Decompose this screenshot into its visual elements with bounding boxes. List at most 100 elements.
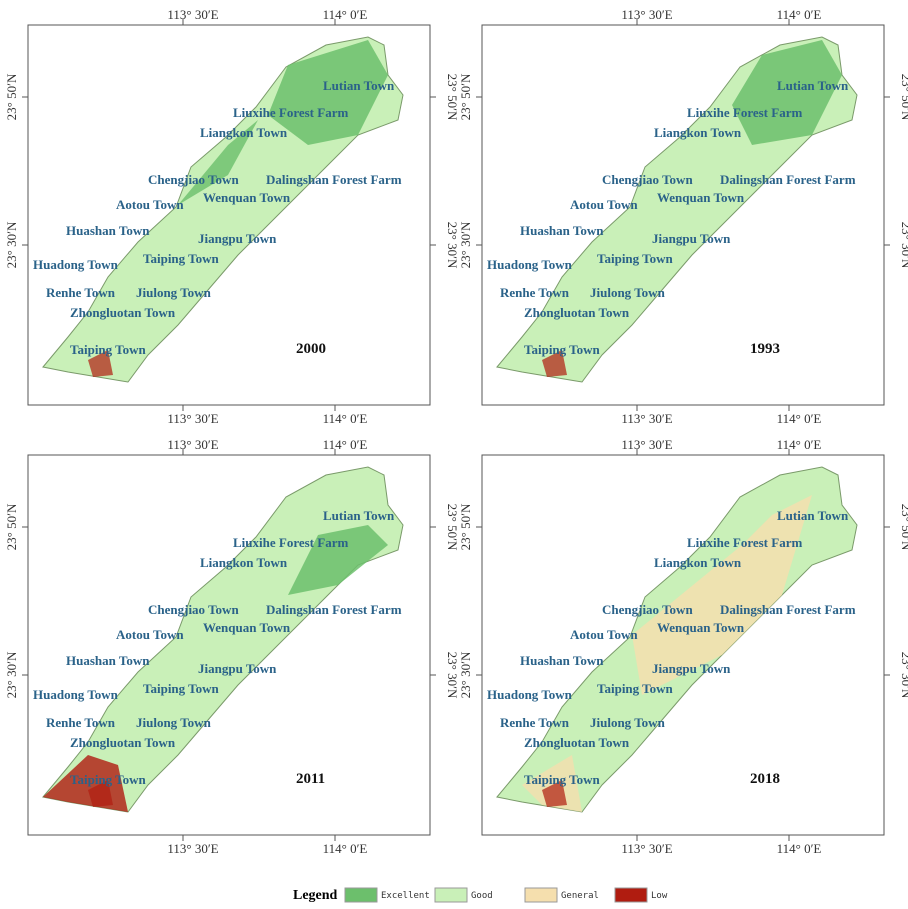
town-label: Liangkon Town <box>654 125 742 140</box>
lat-label: 23° 30′N <box>899 652 908 699</box>
region-patch <box>268 40 388 145</box>
town-label: Wenquan Town <box>657 190 745 205</box>
town-label: Zhongluotan Town <box>524 735 630 750</box>
lon-label: 113° 30′E <box>167 841 218 856</box>
panel-year: 2018 <box>750 771 780 787</box>
region-patch <box>732 40 842 145</box>
town-label: Taiping Town <box>70 342 147 357</box>
legend-label: General <box>561 891 599 901</box>
town-label: Taiping Town <box>597 681 674 696</box>
lat-label: 23° 50′N <box>458 503 473 550</box>
town-label: Taiping Town <box>524 342 601 357</box>
town-label: Jiangpu Town <box>198 661 277 676</box>
town-label: Renhe Town <box>500 285 570 300</box>
map-panel: 113° 30′E 113° 30′E 114° 0′E 114° 0′E 23° 50… <box>458 7 908 426</box>
town-label: Renhe Town <box>46 715 116 730</box>
legend-swatch <box>614 887 648 903</box>
town-label: Jiangpu Town <box>198 231 277 246</box>
lat-label: 23° 50′N <box>4 73 19 120</box>
lon-label: 114° 0′E <box>777 411 822 426</box>
lon-label: 113° 30′E <box>167 437 218 452</box>
town-label: Dalingshan Forest Farm <box>266 602 402 617</box>
town-label: Zhongluotan Town <box>524 305 630 320</box>
town-label: Liuxihe Forest Farm <box>687 105 802 120</box>
town-label: Lutian Town <box>323 508 395 523</box>
town-label: Liangkon Town <box>200 555 288 570</box>
town-label: Zhongluotan Town <box>70 305 176 320</box>
lon-label: 113° 30′E <box>167 7 218 22</box>
town-label: Huadong Town <box>33 687 119 702</box>
panel-year: 2011 <box>296 771 325 787</box>
region-patch <box>522 755 582 812</box>
town-label: Dalingshan Forest Farm <box>720 602 856 617</box>
town-label: Chengjiao Town <box>602 172 693 187</box>
lon-label: 113° 30′E <box>621 7 672 22</box>
town-label: Lutian Town <box>323 78 395 93</box>
lat-label: 23° 30′N <box>445 222 460 269</box>
town-label: Jiangpu Town <box>652 231 731 246</box>
region-patch <box>288 525 388 595</box>
town-label: Huashan Town <box>520 223 604 238</box>
lon-label: 113° 30′E <box>621 841 672 856</box>
legend-swatch <box>524 887 558 903</box>
legend-label: Good <box>471 891 493 901</box>
legend-title: Legend <box>293 888 338 903</box>
town-label: Aotou Town <box>570 627 638 642</box>
town-label: Huadong Town <box>487 257 573 272</box>
map-panel: 113° 30′E 113° 30′E 114° 0′E 114° 0′E 23° 50… <box>4 437 460 856</box>
town-label: Chengjiao Town <box>148 602 239 617</box>
lat-label: 23° 50′N <box>899 504 908 551</box>
lat-label: 23° 50′N <box>445 74 460 121</box>
lat-label: 23° 30′N <box>445 652 460 699</box>
town-label: Aotou Town <box>116 627 184 642</box>
lat-label: 23° 30′N <box>4 221 19 268</box>
town-label: Aotou Town <box>570 197 638 212</box>
town-label: Jiulong Town <box>590 715 666 730</box>
lat-label: 23° 50′N <box>458 73 473 120</box>
lat-label: 23° 50′N <box>445 504 460 551</box>
map-panel: 113° 30′E 113° 30′E 114° 0′E 114° 0′E 23° 50… <box>458 437 908 856</box>
town-label: Wenquan Town <box>203 190 291 205</box>
lon-label: 114° 0′E <box>323 841 368 856</box>
town-label: Huashan Town <box>66 223 150 238</box>
region-patch <box>88 780 113 807</box>
lon-label: 113° 30′E <box>621 437 672 452</box>
region-patch <box>178 120 258 205</box>
town-label: Jiulong Town <box>136 715 212 730</box>
lon-label: 114° 0′E <box>777 437 822 452</box>
lat-label: 23° 30′N <box>4 651 19 698</box>
town-label: Jiulong Town <box>136 285 212 300</box>
lat-label: 23° 50′N <box>899 74 908 121</box>
lon-label: 114° 0′E <box>777 841 822 856</box>
town-label: Wenquan Town <box>657 620 745 635</box>
map-panel: 113° 30′E 113° 30′E 114° 0′E 114° 0′E 23° 50… <box>4 7 460 426</box>
lat-label: 23° 50′N <box>4 503 19 550</box>
lat-label: 23° 30′N <box>458 651 473 698</box>
town-label: Jiangpu Town <box>652 661 731 676</box>
legend-label: Low <box>651 891 668 901</box>
town-label: Aotou Town <box>116 197 184 212</box>
town-label: Huashan Town <box>66 653 150 668</box>
town-label: Huadong Town <box>33 257 119 272</box>
town-label: Liuxihe Forest Farm <box>233 105 348 120</box>
town-label: Chengjiao Town <box>148 172 239 187</box>
lat-label: 23° 30′N <box>458 221 473 268</box>
region-patch <box>632 495 812 695</box>
lon-label: 114° 0′E <box>323 437 368 452</box>
lat-label: 23° 30′N <box>899 222 908 269</box>
town-label: Liuxihe Forest Farm <box>687 535 802 550</box>
region-patch <box>88 350 113 377</box>
town-label: Taiping Town <box>143 681 220 696</box>
town-label: Chengjiao Town <box>602 602 693 617</box>
town-label: Lutian Town <box>777 508 849 523</box>
town-label: Liuxihe Forest Farm <box>233 535 348 550</box>
town-label: Renhe Town <box>46 285 116 300</box>
panel-year: 2000 <box>296 341 326 357</box>
town-label: Taiping Town <box>524 772 601 787</box>
lon-label: 113° 30′E <box>167 411 218 426</box>
lon-label: 114° 0′E <box>777 7 822 22</box>
town-label: Lutian Town <box>777 78 849 93</box>
town-label: Wenquan Town <box>203 620 291 635</box>
panel-year: 1993 <box>750 341 780 357</box>
